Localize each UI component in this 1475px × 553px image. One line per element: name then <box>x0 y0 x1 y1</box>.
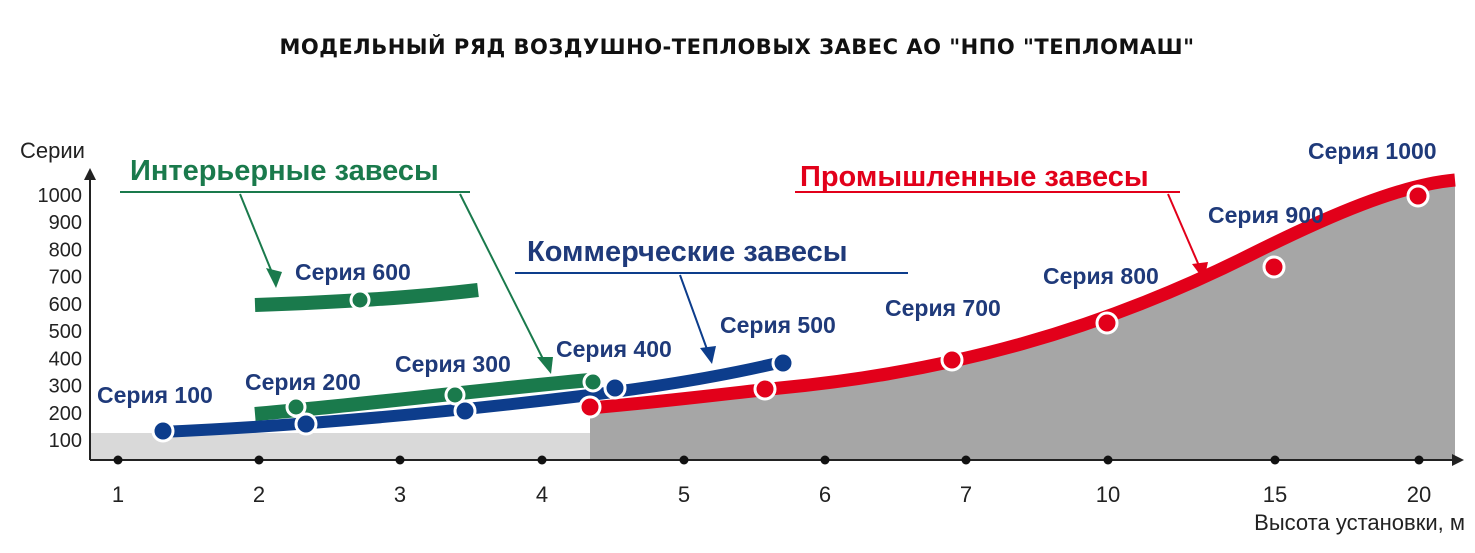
x-tick-label: 20 <box>1407 482 1431 507</box>
commercial-arrow <box>679 274 709 353</box>
interior-arrow-2-head <box>537 357 553 374</box>
commercial-point-100 <box>151 419 175 443</box>
industrial-group-label: Промышленные завесы <box>800 161 1149 193</box>
industrial-point-900 <box>1262 255 1286 279</box>
x-tick-mark <box>537 455 547 465</box>
commercial-group-label: Коммерческие завесы <box>527 236 848 268</box>
x-tick-label: 5 <box>678 482 690 507</box>
interior-point-300 <box>444 384 466 406</box>
x-tick-label: 10 <box>1096 482 1120 507</box>
y-tick-label: 500 <box>49 321 82 343</box>
commercial-point-300 <box>453 399 477 423</box>
label-series-800: Серия 800 <box>1043 263 1159 289</box>
y-tick-label: 1000 <box>38 185 83 207</box>
x-tick-mark <box>1414 455 1424 465</box>
x-tick-label: 4 <box>536 482 548 507</box>
commercial-curve <box>154 356 788 438</box>
x-tick-label: 3 <box>394 482 406 507</box>
label-series-400: Серия 400 <box>556 336 672 362</box>
label-series-100: Серия 100 <box>97 382 213 408</box>
commercial-points <box>151 351 795 443</box>
label-series-600: Серия 600 <box>295 259 411 285</box>
x-ticks: 1 2 3 4 5 6 7 10 15 20 <box>112 455 1431 507</box>
interior-points <box>285 289 604 418</box>
industrial-point-1 <box>578 395 602 419</box>
industrial-point-2 <box>753 377 777 401</box>
label-series-200: Серия 200 <box>245 369 361 395</box>
x-tick-label: 6 <box>819 482 831 507</box>
chart-title: МОДЕЛЬНЫЙ РЯД ВОЗДУШНО-ТЕПЛОВЫХ ЗАВЕС АО… <box>279 34 1194 59</box>
x-axis-arrow <box>1452 454 1464 466</box>
light-grey-area <box>90 433 590 460</box>
interior-600-curve <box>254 283 479 312</box>
y-tick-label: 400 <box>49 348 82 370</box>
y-tick-label: 900 <box>49 212 82 234</box>
interior-arrow-1-head <box>266 268 282 288</box>
y-tick-label: 600 <box>49 294 82 316</box>
industrial-point-1000 <box>1406 184 1430 208</box>
commercial-point-500 <box>771 351 795 375</box>
commercial-point-400 <box>603 376 627 400</box>
x-tick-mark <box>395 455 405 465</box>
industrial-point-700 <box>940 348 964 372</box>
x-tick-mark <box>820 455 830 465</box>
pointer-arrows <box>239 193 1208 374</box>
y-tick-label: 200 <box>49 403 82 425</box>
x-axis-label: Высота установки, м <box>1254 510 1465 535</box>
y-axis-label: Серии <box>20 138 85 163</box>
x-tick-mark <box>961 455 971 465</box>
y-axis-arrow <box>84 168 96 180</box>
y-tick-label: 300 <box>49 376 82 398</box>
axes <box>84 168 1464 466</box>
x-tick-mark <box>679 455 689 465</box>
commercial-point-200 <box>294 412 318 436</box>
interior-point-200 <box>285 396 307 418</box>
interior-arrow-1 <box>239 193 274 276</box>
x-tick-mark <box>1103 455 1113 465</box>
interior-point-400 <box>582 371 604 393</box>
label-series-500: Серия 500 <box>720 312 836 338</box>
y-tick-label: 100 <box>49 430 82 452</box>
industrial-points <box>578 184 1430 419</box>
industrial-point-800 <box>1095 311 1119 335</box>
interior-arrow-2 <box>459 193 546 364</box>
interior-point-600 <box>349 289 371 311</box>
interior-group-label: Интерьерные завесы <box>130 155 439 187</box>
y-tick-label: 800 <box>49 239 82 261</box>
x-tick-label: 7 <box>960 482 972 507</box>
x-tick-label: 2 <box>253 482 265 507</box>
label-series-900: Серия 900 <box>1208 202 1324 228</box>
label-series-700: Серия 700 <box>885 295 1001 321</box>
x-tick-mark <box>254 455 264 465</box>
label-series-1000: Серия 1000 <box>1308 138 1437 164</box>
commercial-arrow-head <box>700 346 716 364</box>
industrial-curve <box>589 173 1456 415</box>
x-tick-label: 15 <box>1263 482 1287 507</box>
x-tick-label: 1 <box>112 482 124 507</box>
x-tick-mark <box>1270 455 1280 465</box>
label-series-300: Серия 300 <box>395 351 511 377</box>
y-tick-label: 700 <box>49 267 82 289</box>
y-ticks: 100 200 300 400 500 600 700 800 900 1000 <box>38 185 83 452</box>
industrial-arrow <box>1167 193 1201 269</box>
x-tick-mark <box>113 455 123 465</box>
